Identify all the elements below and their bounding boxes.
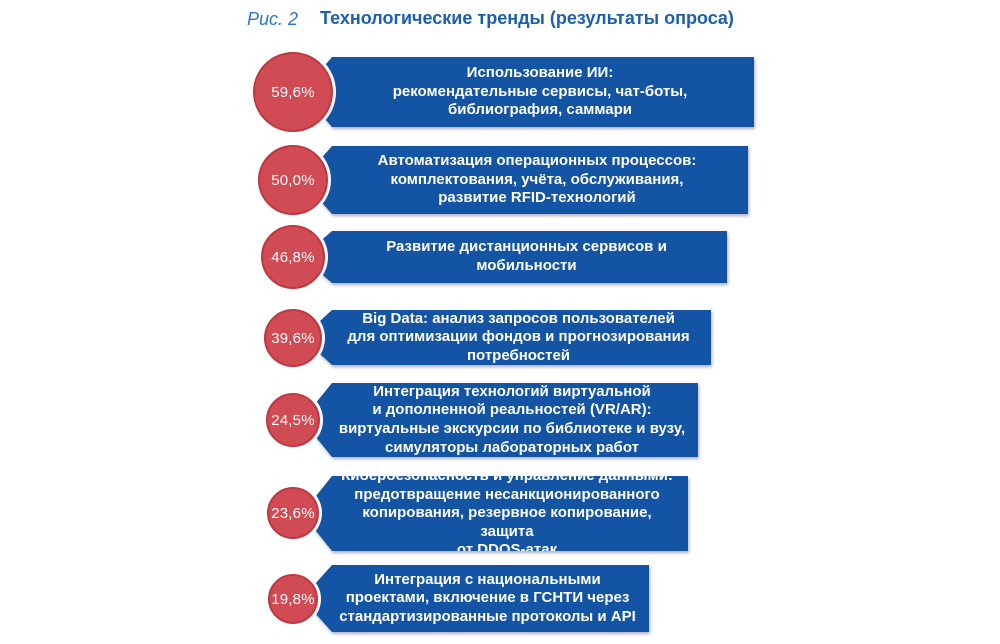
trend-banner-label: Интеграция с национальными проектами, вк… [339, 570, 636, 625]
percent-value: 24,5% [271, 411, 315, 429]
percent-circle-ai: 59,6% [253, 52, 333, 132]
trend-banner-label: Интеграция технологий виртуальной и допо… [338, 382, 686, 456]
trend-banner-wrap: Интеграция технологий виртуальной и допо… [302, 383, 698, 457]
percent-circle-remote-services: 46,8% [261, 225, 325, 289]
page-title: Технологические тренды (результаты опрос… [320, 8, 734, 28]
figure-number-label: Рис. 2 [247, 9, 299, 29]
percent-circle-vr-ar: 24,5% [266, 393, 320, 447]
percent-value: 59,6% [271, 83, 315, 101]
trend-banner-big-data: Big Data: анализ запросов пользователей … [302, 310, 711, 365]
trend-banner-label: Big Data: анализ запросов пользователей … [347, 309, 690, 364]
trend-banner-label: Кибербезопасность и управление данными: … [341, 467, 673, 559]
trend-banner-wrap: Использование ИИ: рекомендательные серви… [302, 57, 754, 127]
trend-banner-remote-services: Развитие дистанционных сервисов и мобиль… [302, 231, 727, 283]
percent-value: 39,6% [271, 329, 315, 347]
percent-circle-national-projects: 19,8% [268, 574, 318, 624]
trend-banner-ai: Использование ИИ: рекомендательные серви… [302, 57, 754, 127]
trend-banner-vr-ar: Интеграция технологий виртуальной и допо… [302, 383, 698, 457]
trend-banner-wrap: Big Data: анализ запросов пользователей … [302, 310, 711, 365]
percent-circle-cybersecurity: 23,6% [267, 487, 319, 539]
percent-value: 23,6% [271, 504, 315, 522]
percent-circle-automation: 50,0% [258, 145, 328, 215]
trend-banner-wrap: Автоматизация операционных процессов: ко… [302, 146, 748, 214]
percent-circle-big-data: 39,6% [264, 309, 322, 367]
trend-banner-wrap: Интеграция с национальными проектами, вк… [302, 565, 649, 632]
trend-banner-automation: Автоматизация операционных процессов: ко… [302, 146, 748, 214]
trend-banner-national-projects: Интеграция с национальными проектами, вк… [302, 565, 649, 632]
trend-banner-wrap: Развитие дистанционных сервисов и мобиль… [302, 231, 727, 283]
trend-banner-label: Автоматизация операционных процессов: ко… [377, 152, 697, 207]
trend-banner-label: Использование ИИ: рекомендательные серви… [392, 64, 688, 119]
trend-banner-wrap: Кибербезопасность и управление данными: … [302, 476, 688, 551]
percent-value: 50,0% [271, 171, 315, 189]
trend-banner-cybersecurity: Кибербезопасность и управление данными: … [302, 476, 688, 551]
percent-value: 46,8% [271, 248, 315, 266]
trend-banner-label: Развитие дистанционных сервисов и мобиль… [386, 238, 667, 274]
percent-value: 19,8% [271, 590, 315, 608]
